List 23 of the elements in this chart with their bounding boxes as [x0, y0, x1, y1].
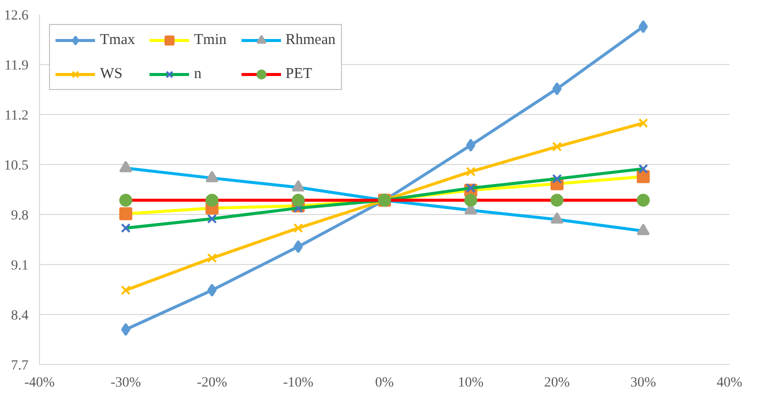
- x-tick-label: -30%: [110, 376, 142, 390]
- legend-label: n: [194, 66, 202, 82]
- y-tick-label: 9.8: [11, 208, 28, 224]
- x-tick-label: -10%: [283, 376, 314, 390]
- x-tick-label: -40%: [24, 376, 55, 390]
- y-tick-label: 7.7: [11, 358, 28, 374]
- x-tick-label: 0%: [375, 376, 394, 390]
- y-tick-label: 12.6: [4, 8, 28, 24]
- y-tick-label: 9.1: [11, 258, 28, 274]
- y-tick-label: 10.5: [4, 158, 28, 174]
- y-tick-label: 8.4: [11, 308, 28, 324]
- x-tick-label: 10%: [458, 376, 484, 390]
- legend-label: WS: [100, 66, 122, 82]
- y-tick-label: 11.9: [4, 58, 29, 74]
- x-tick-label: 30%: [630, 376, 656, 390]
- legend-label: Rhmean: [286, 32, 336, 48]
- x-tick-label: 20%: [544, 376, 570, 390]
- x-tick-label: 40%: [716, 376, 743, 390]
- legend-label: Tmin: [194, 32, 226, 48]
- legend-label: PET: [286, 66, 312, 82]
- legend-label: Tmax: [100, 32, 135, 48]
- y-tick-label: 11.2: [4, 108, 29, 124]
- x-tick-label: -20%: [196, 376, 228, 390]
